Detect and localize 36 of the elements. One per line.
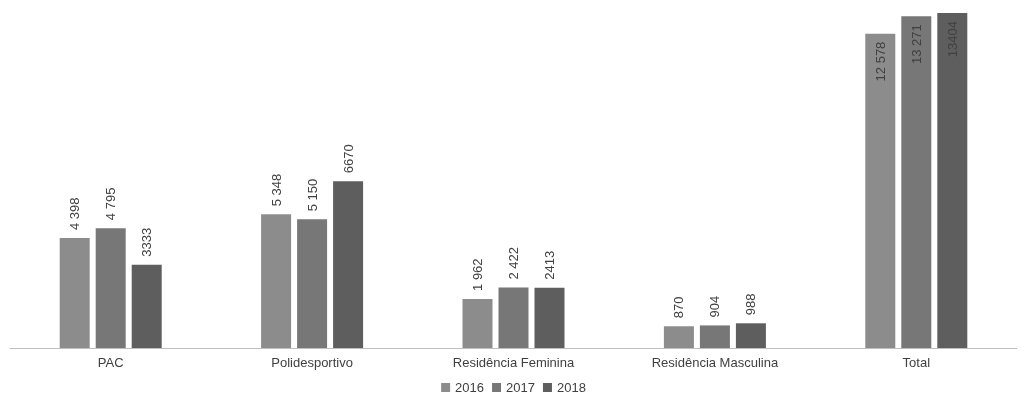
bar	[333, 181, 364, 348]
bar	[498, 287, 529, 348]
data-label: 3333	[139, 227, 155, 257]
x-tick-label: Total	[902, 355, 931, 370]
bar	[901, 16, 932, 348]
bar	[131, 264, 162, 348]
data-label: 5 150	[304, 178, 320, 212]
x-tick-label: Residência Feminina	[452, 355, 575, 370]
bar	[95, 228, 126, 348]
bar	[699, 325, 730, 348]
data-label: 988	[743, 293, 759, 316]
legend-label: 2017	[506, 380, 535, 395]
bar	[865, 33, 896, 348]
bar	[297, 219, 328, 348]
data-label: 904	[707, 295, 723, 318]
bar	[735, 323, 766, 348]
data-label: 870	[671, 296, 687, 319]
data-label: 2 422	[506, 246, 521, 280]
x-tick-label: PAC	[97, 355, 124, 370]
data-label: 6670	[340, 144, 356, 174]
x-tick-label: Residência Masculina	[651, 355, 779, 370]
data-label: 4 795	[103, 187, 119, 221]
data-label: 1 962	[470, 258, 485, 291]
data-label: 2413	[542, 250, 557, 280]
x-tick-label: Polidesportivo	[271, 355, 353, 370]
bar	[534, 287, 565, 348]
bar	[261, 214, 292, 348]
legend-label: 2016	[455, 380, 485, 395]
data-label: 12 578	[872, 41, 888, 82]
bar	[663, 326, 694, 348]
bar	[462, 298, 493, 348]
bar	[59, 238, 90, 348]
data-label: 5 348	[268, 173, 284, 207]
bar	[937, 13, 968, 348]
legend-label: 2018	[556, 380, 586, 395]
data-label: 4 398	[67, 197, 83, 231]
